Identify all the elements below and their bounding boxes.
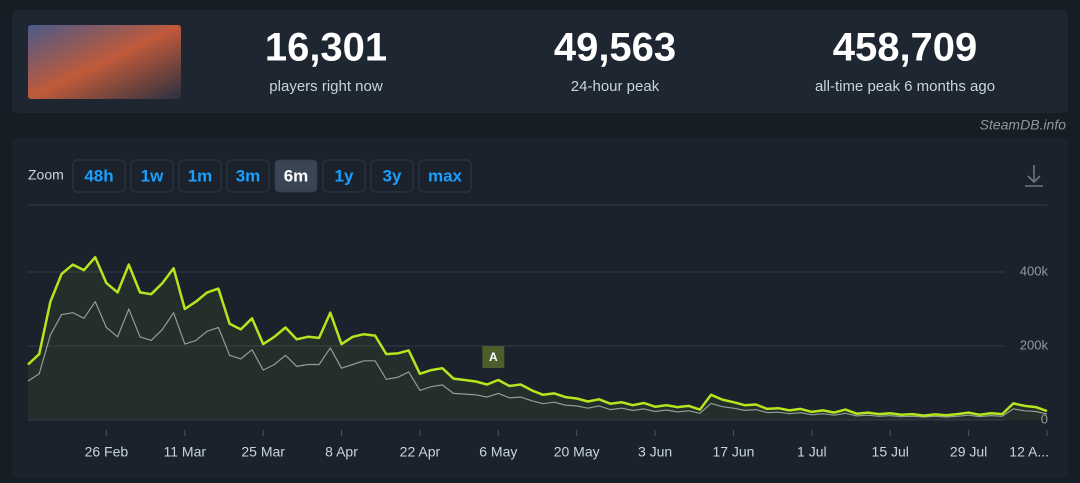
stat-value: 16,301 [265,26,387,70]
stat-value: 49,563 [554,26,676,70]
stat-value: 458,709 [833,26,978,70]
x-tick-label: 12 A... [1009,444,1049,460]
zoom-button[interactable] [322,159,366,193]
annotation-label: A [489,350,498,364]
stat-label: all-time peak 6 months ago [815,78,995,95]
stat-label: players right now [269,78,383,95]
zoom-button[interactable] [274,159,318,193]
zoom-button[interactable] [178,159,222,193]
zoom-button-label[interactable]: 3y [383,166,402,185]
zoom-button[interactable] [370,159,414,193]
series-line [27,301,1048,418]
chart-panel [12,138,1068,478]
stats-panel [12,10,1068,113]
site-credit[interactable]: SteamDB.info [980,117,1067,133]
series-area [28,257,1047,420]
y-tick-label: 200k [1020,337,1049,352]
x-tick-label: 15 Jul [872,444,909,460]
zoom-button-label[interactable]: 6m [284,166,309,185]
zoom-button[interactable] [130,159,174,193]
x-tick-label: 22 Apr [400,444,441,460]
series-line [27,255,1048,417]
zoom-button-label[interactable]: 1w [141,166,164,185]
zoom-button-label[interactable]: 1y [335,166,354,185]
x-tick-label: 25 Mar [241,444,285,460]
x-tick-label: 8 Apr [325,444,358,460]
zoom-button-label[interactable]: 3m [236,166,261,185]
x-tick-label: 26 Feb [85,444,129,460]
game-thumbnail[interactable] [28,25,181,99]
zoom-button[interactable] [72,159,126,193]
zoom-button-label[interactable]: 1m [188,166,213,185]
y-tick-label: 400k [1020,263,1049,278]
x-tick-label: 3 Jun [638,444,672,460]
x-tick-label: 11 Mar [163,444,206,460]
stat-label: 24-hour peak [571,78,660,95]
x-tick-label: 20 May [554,444,600,460]
zoom-button-label[interactable]: 48h [84,166,113,185]
x-tick-label: 17 Jun [712,444,754,460]
zoom-button[interactable] [418,159,472,193]
x-tick-label: 6 May [479,444,517,460]
x-tick-label: 29 Jul [950,444,987,460]
annotation-box [482,346,505,369]
x-tick-label: 1 Jul [797,444,827,460]
zoom-label: Zoom [28,167,64,183]
download-icon[interactable] [1025,165,1043,187]
y-tick-label: 0 [1041,411,1048,426]
zoom-button[interactable] [226,159,270,193]
zoom-button-label[interactable]: max [428,166,463,185]
